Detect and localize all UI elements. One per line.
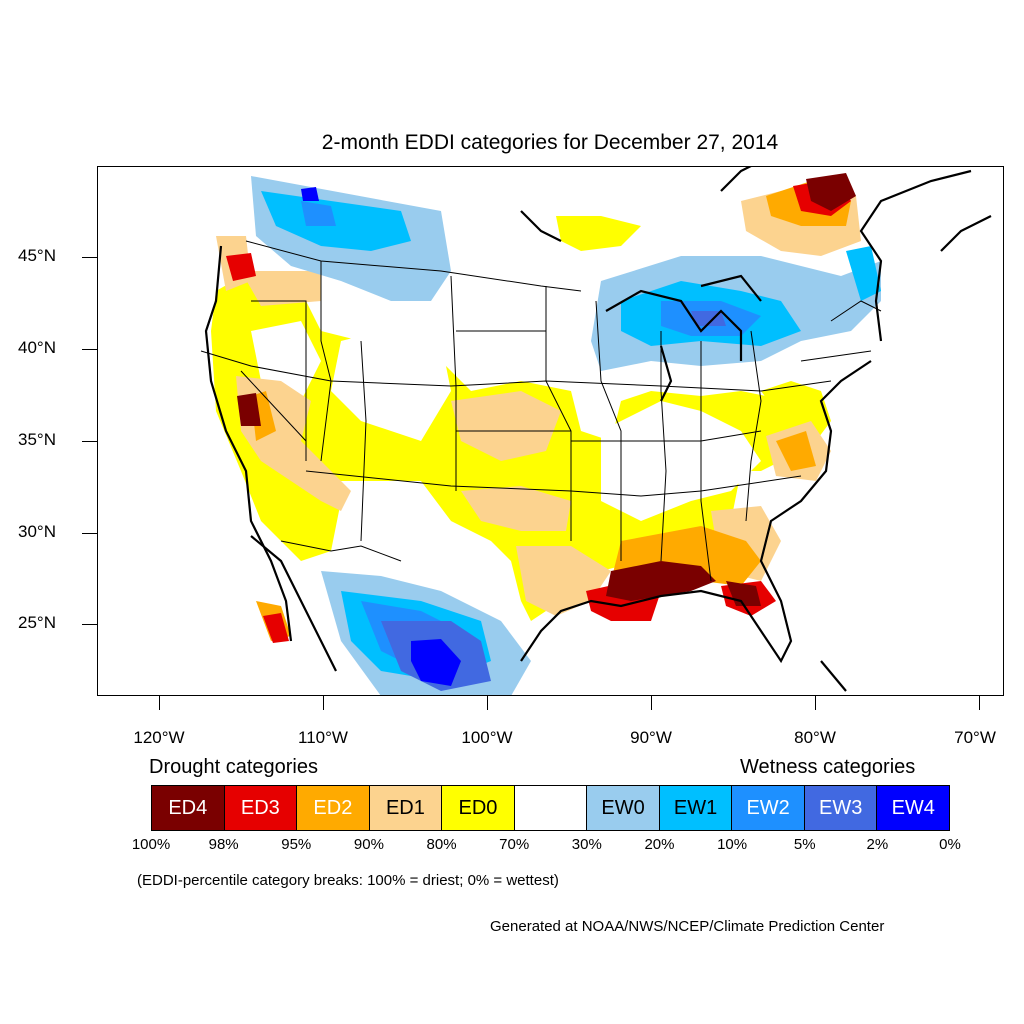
legend-swatch-ed1: ED1 (369, 786, 443, 830)
lon-tick (815, 696, 816, 710)
lon-label: 120°W (133, 728, 185, 747)
lat-label: 25°N (18, 613, 56, 632)
lon-tick (979, 696, 980, 710)
map-title: 2-month EDDI categories for December 27,… (321, 131, 779, 154)
credit-line: Generated at NOAA/NWS/NCEP/Climate Predi… (490, 918, 885, 935)
neutral-regions (251, 321, 761, 581)
lon-tick (651, 696, 652, 710)
percent-break-label: 20% (644, 836, 675, 853)
drought-categories-heading: Drought categories (149, 756, 318, 778)
legend-swatch-ew3: EW3 (804, 786, 878, 830)
coastlines (204, 167, 992, 692)
wetness-categories-heading: Wetness categories (740, 756, 916, 778)
lat-tick (82, 624, 97, 625)
lon-label: 110°W (298, 728, 348, 747)
lon-label: 80°W (794, 728, 836, 747)
category-legend: ED4 ED3 ED2 ED1 ED0 EW0 EW1 EW2 EW3 EW4 (151, 785, 950, 831)
lon-label: 100°W (461, 728, 513, 747)
map-panel (97, 166, 1004, 696)
lat-label: 45°N (18, 246, 56, 265)
ed4-regions (237, 173, 856, 606)
lat-tick (82, 441, 97, 442)
ew4-regions (301, 187, 461, 686)
lon-label: 90°W (630, 728, 672, 747)
percent-break-label: 2% (866, 836, 889, 853)
legend-swatch-ew2: EW2 (732, 786, 805, 830)
percent-break-label: 0% (939, 836, 961, 853)
legend-swatch-ed2: ED2 (297, 786, 370, 830)
legend-note: (EDDI-percentile category breaks: 100% =… (137, 872, 559, 889)
lat-tick (82, 349, 97, 350)
legend-swatch-ed0: ED0 (442, 786, 515, 830)
lon-tick (487, 696, 488, 710)
lon-tick (159, 696, 160, 710)
lat-tick (82, 257, 97, 258)
lon-tick (323, 696, 324, 710)
percent-break-label: 10% (717, 836, 748, 853)
legend-swatch-ed3: ED3 (224, 786, 298, 830)
percent-break-label: 90% (353, 836, 384, 853)
percent-break-label: 98% (208, 836, 239, 853)
legend-swatch-ew1: EW1 (659, 786, 733, 830)
percent-break-label: 95% (281, 836, 312, 853)
lat-label: 30°N (18, 522, 56, 541)
legend-swatch-ed4: ED4 (152, 786, 225, 830)
lon-label: 70°W (954, 728, 996, 747)
legend-swatch-ew0: EW0 (587, 786, 660, 830)
lat-label: 35°N (18, 430, 56, 449)
eddi-map (200, 167, 992, 695)
percent-break-label: 70% (499, 836, 530, 853)
lat-tick (82, 533, 97, 534)
percent-break-label: 80% (426, 836, 457, 853)
legend-swatch-neutral (514, 786, 588, 830)
lat-label: 40°N (18, 338, 56, 357)
percent-break-label: 30% (571, 836, 602, 853)
state-boundaries (200, 240, 882, 582)
legend-swatch-ew4: EW4 (877, 786, 950, 830)
percent-break-label: 5% (793, 836, 816, 853)
percent-break-label: 100% (131, 836, 171, 853)
